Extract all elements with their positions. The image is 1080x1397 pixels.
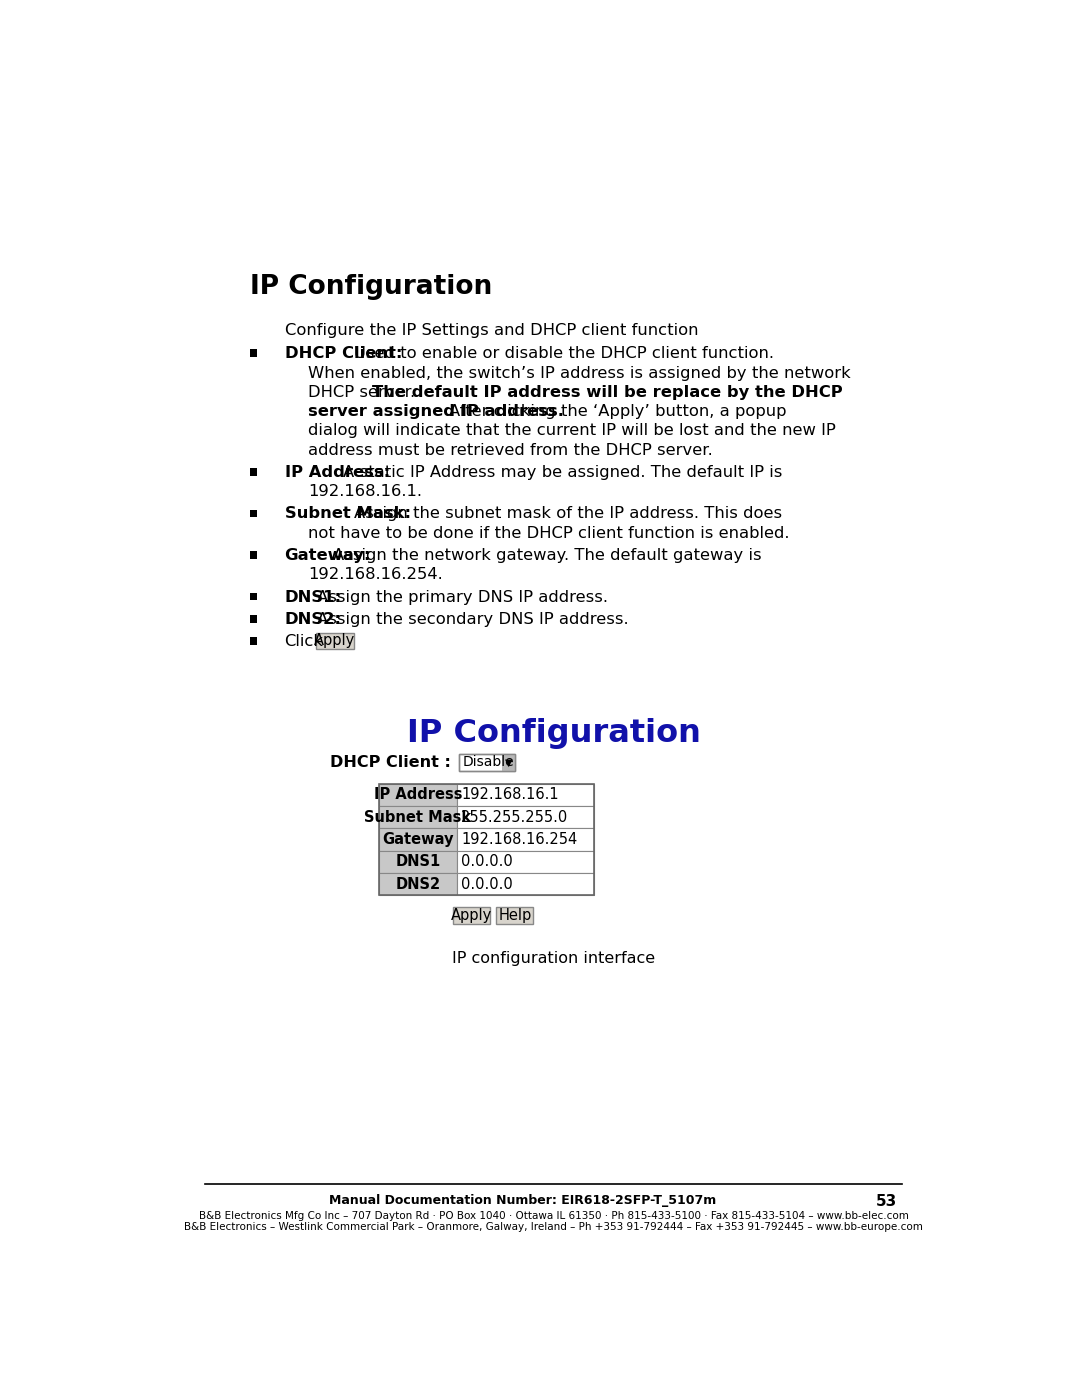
Text: Configure the IP Settings and DHCP client function: Configure the IP Settings and DHCP clien… — [284, 323, 698, 338]
Bar — [457, 828, 594, 851]
Bar — [379, 784, 594, 895]
Bar — [459, 754, 515, 771]
Text: B&B Electronics Mfg Co Inc – 707 Dayton Rd · PO Box 1040 · Ottawa IL 61350 · Ph : B&B Electronics Mfg Co Inc – 707 Dayton … — [199, 1211, 908, 1221]
Text: not have to be done if the DHCP client function is enabled.: not have to be done if the DHCP client f… — [308, 525, 789, 541]
Text: 0.0.0.0: 0.0.0.0 — [461, 855, 513, 869]
Text: IP Configuration: IP Configuration — [249, 274, 492, 300]
Bar — [379, 806, 457, 828]
Text: IP Configuration: IP Configuration — [406, 718, 701, 749]
Text: 53: 53 — [876, 1194, 897, 1208]
Text: DHCP Client:: DHCP Client: — [284, 346, 402, 362]
Text: 192.168.16.1.: 192.168.16.1. — [308, 485, 422, 499]
Bar — [249, 510, 257, 517]
Text: IP Address:: IP Address: — [284, 465, 390, 479]
Text: DHCP Client :: DHCP Client : — [330, 756, 457, 770]
Text: 192.168.16.1: 192.168.16.1 — [461, 788, 559, 802]
Text: B&B Electronics – Westlink Commercial Park – Oranmore, Galway, Ireland – Ph +353: B&B Electronics – Westlink Commercial Pa… — [184, 1222, 923, 1232]
Text: Gateway: Gateway — [382, 833, 454, 847]
Bar — [502, 754, 515, 771]
Text: Assign the secondary DNS IP address.: Assign the secondary DNS IP address. — [318, 612, 629, 627]
Text: 255.255.255.0: 255.255.255.0 — [461, 810, 568, 824]
Text: Apply: Apply — [314, 633, 355, 648]
Bar — [249, 637, 257, 645]
Text: Click: Click — [284, 634, 324, 650]
Text: DNS1: DNS1 — [395, 855, 441, 869]
Text: Subnet Mask: Subnet Mask — [364, 810, 472, 824]
Bar — [249, 349, 257, 358]
Text: Manual Documentation Number: EIR618-2SFP-T_5107m: Manual Documentation Number: EIR618-2SFP… — [329, 1194, 716, 1207]
Text: Help: Help — [498, 908, 531, 923]
Text: Apply: Apply — [450, 908, 492, 923]
Bar — [249, 550, 257, 559]
Text: 0.0.0.0: 0.0.0.0 — [461, 877, 513, 891]
Bar — [496, 907, 534, 923]
Text: server assigned IP address.: server assigned IP address. — [308, 404, 564, 419]
Bar — [457, 873, 594, 895]
Bar — [379, 873, 457, 895]
Bar — [457, 784, 594, 806]
Text: ▼: ▼ — [504, 757, 512, 767]
Text: The default IP address will be replace by the DHCP: The default IP address will be replace b… — [373, 384, 842, 400]
Bar — [249, 615, 257, 623]
Text: Assign the primary DNS IP address.: Assign the primary DNS IP address. — [318, 590, 608, 605]
Text: After clicking the ‘Apply’ button, a popup: After clicking the ‘Apply’ button, a pop… — [449, 404, 786, 419]
Bar — [459, 754, 515, 771]
Text: Disable: Disable — [463, 756, 514, 770]
Text: IP configuration interface: IP configuration interface — [451, 951, 656, 965]
Bar — [379, 828, 457, 851]
Bar — [457, 806, 594, 828]
Text: 192.168.16.254: 192.168.16.254 — [461, 833, 578, 847]
Bar — [453, 907, 490, 923]
Bar — [457, 851, 594, 873]
Text: 192.168.16.254.: 192.168.16.254. — [308, 567, 443, 583]
Text: Used to enable or disable the DHCP client function.: Used to enable or disable the DHCP clien… — [354, 346, 774, 362]
Text: DNS1:: DNS1: — [284, 590, 341, 605]
Text: DNS2:: DNS2: — [284, 612, 341, 627]
Text: IP Address: IP Address — [374, 788, 462, 802]
Bar — [249, 592, 257, 601]
Bar — [249, 468, 257, 475]
Text: Assign the network gateway. The default gateway is: Assign the network gateway. The default … — [333, 548, 761, 563]
Text: When enabled, the switch’s IP address is assigned by the network: When enabled, the switch’s IP address is… — [308, 366, 851, 380]
FancyBboxPatch shape — [316, 633, 353, 648]
Text: DNS2: DNS2 — [395, 877, 441, 891]
Text: address must be retrieved from the DHCP server.: address must be retrieved from the DHCP … — [308, 443, 713, 458]
Bar — [379, 784, 457, 806]
Text: A static IP Address may be assigned. The default IP is: A static IP Address may be assigned. The… — [343, 465, 783, 479]
Text: DHCP server.: DHCP server. — [308, 384, 415, 400]
Text: Subnet Mask:: Subnet Mask: — [284, 507, 410, 521]
Text: Gateway:: Gateway: — [284, 548, 372, 563]
Text: Assign the subnet mask of the IP address. This does: Assign the subnet mask of the IP address… — [354, 507, 782, 521]
Bar — [379, 851, 457, 873]
Text: dialog will indicate that the current IP will be lost and the new IP: dialog will indicate that the current IP… — [308, 423, 836, 439]
